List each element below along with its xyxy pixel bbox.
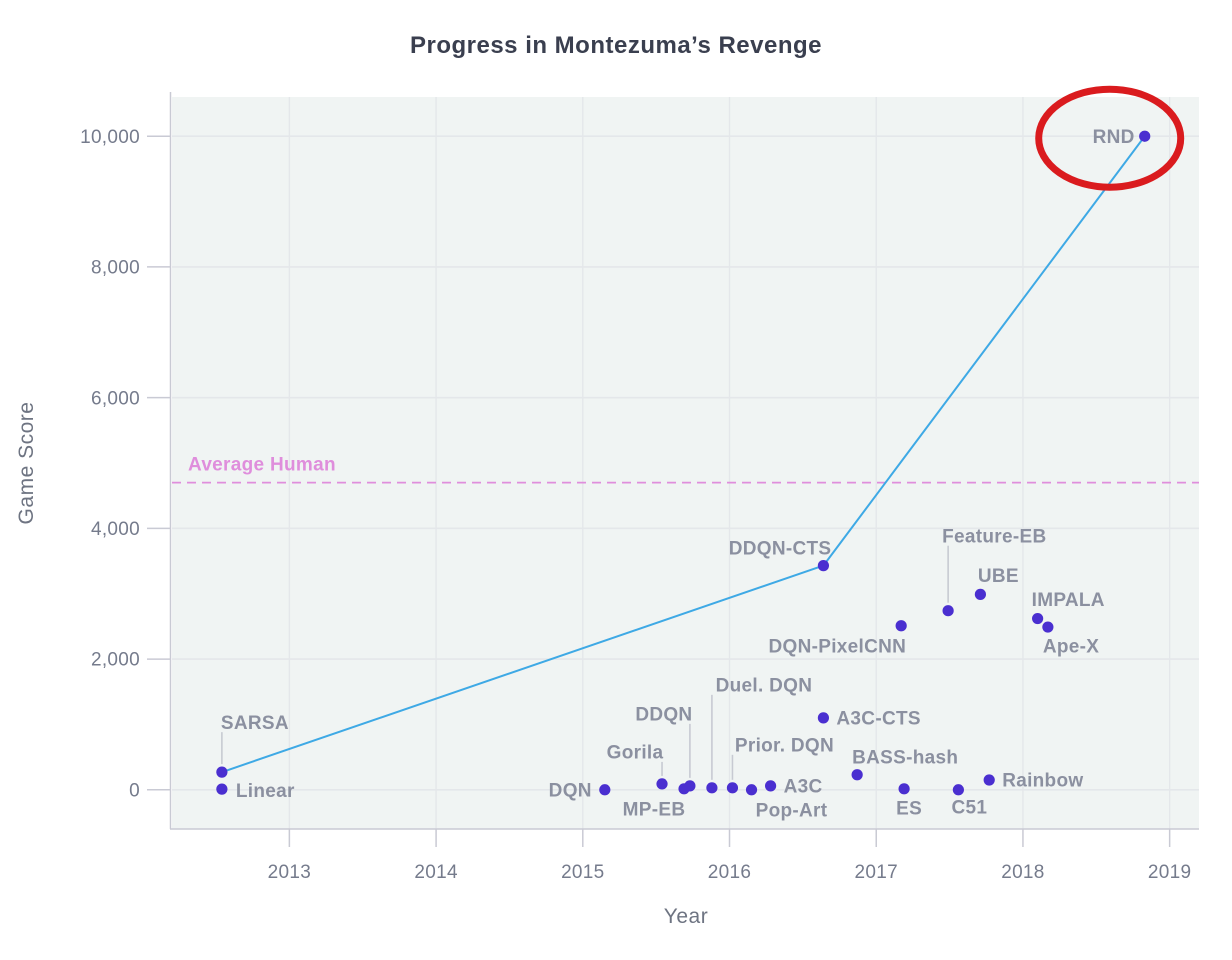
x-tick-label: 2019 [1148, 862, 1191, 883]
point-label-c51: C51 [952, 797, 988, 818]
data-points [216, 130, 1151, 796]
data-point-linear [216, 783, 228, 795]
point-label-dqn: DQN [549, 780, 592, 801]
data-point-dqn [599, 784, 611, 796]
data-point-c51 [952, 784, 964, 796]
point-label-rainbow: Rainbow [1002, 771, 1083, 792]
highlight-circle [1035, 85, 1185, 191]
data-point-rainbow [983, 774, 995, 786]
data-point-feature-eb [942, 605, 954, 617]
data-point-ube [974, 588, 986, 600]
y-axis-title: Game Score [15, 402, 38, 525]
data-point-bass-hash [851, 769, 863, 781]
data-point-duel-dqn [706, 782, 718, 794]
x-tick-label: 2013 [268, 862, 311, 883]
point-labels: SARSA Linear DQN Gorila MP-EB DDQN Duel. DQN Pr… [221, 127, 1135, 822]
chart-title: Progress in Montezuma’s Revenge [410, 32, 822, 59]
tick-labels: 0 2,000 4,000 6,000 8,000 10,000 2013 2014 2015 2… [80, 127, 1191, 883]
point-label-a3c-cts: A3C-CTS [836, 709, 920, 730]
point-label-es: ES [896, 798, 922, 819]
x-axis-title: Year [664, 905, 708, 928]
data-point-prior-dqn [726, 782, 739, 794]
y-tick-label: 10,000 [80, 127, 140, 148]
average-human-line: Average Human [172, 455, 1199, 484]
data-point-gorila [656, 778, 668, 790]
point-label-duel-dqn: Duel. DQN [716, 675, 813, 696]
point-label-linear: Linear [236, 781, 295, 802]
point-label-mp-eb: MP-EB [623, 799, 686, 820]
y-tick-label: 8,000 [91, 258, 140, 279]
x-tick-label: 2014 [414, 862, 458, 883]
point-label-ape-x: Ape-X [1043, 637, 1099, 658]
point-label-ddqn: DDQN [635, 705, 692, 726]
point-label-impala: IMPALA [1032, 590, 1105, 611]
x-tick-label: 2015 [561, 862, 604, 883]
highlight-ellipse [1035, 85, 1185, 191]
gridlines [172, 97, 1199, 829]
axes [147, 92, 1199, 847]
data-point-a3c [764, 780, 777, 792]
data-point-dqn-pixelcnn [895, 620, 907, 632]
data-point-impala [1032, 612, 1044, 625]
data-point-rnd [1139, 130, 1151, 142]
data-point-sarsa [216, 766, 228, 778]
point-label-prior-dqn: Prior. DQN [735, 735, 834, 756]
data-point-es [898, 783, 910, 795]
y-tick-label: 2,000 [91, 650, 140, 671]
data-point-a3c-cts [817, 712, 830, 724]
plot-area [172, 97, 1199, 829]
average-human-label: Average Human [188, 455, 336, 476]
y-tick-label: 4,000 [91, 519, 140, 540]
y-tick-label: 0 [129, 780, 140, 801]
point-label-pop-art: Pop-Art [756, 800, 828, 821]
x-tick-label: 2018 [1001, 862, 1044, 883]
y-tick-label: 6,000 [91, 388, 140, 409]
point-label-feature-eb: Feature-EB [942, 526, 1046, 547]
data-point-pop-art [745, 784, 758, 796]
point-label-a3c: A3C [784, 777, 823, 798]
point-label-ddqn-cts: DDQN-CTS [729, 538, 832, 559]
data-point-ddqn-cts [817, 560, 830, 572]
x-tick-label: 2017 [854, 862, 897, 883]
point-label-ube: UBE [978, 566, 1019, 587]
point-label-gorila: Gorila [607, 743, 664, 764]
label-leader-lines [221, 545, 949, 780]
point-label-rnd: RND [1093, 127, 1135, 148]
point-label-bass-hash: BASS-hash [852, 747, 958, 768]
data-point-ddqn [684, 780, 696, 792]
point-label-dqn-pixelcnn: DQN-PixelCNN [768, 636, 906, 657]
point-label-sarsa: SARSA [221, 713, 289, 734]
data-point-ape-x [1042, 621, 1054, 633]
x-tick-label: 2016 [708, 862, 751, 883]
